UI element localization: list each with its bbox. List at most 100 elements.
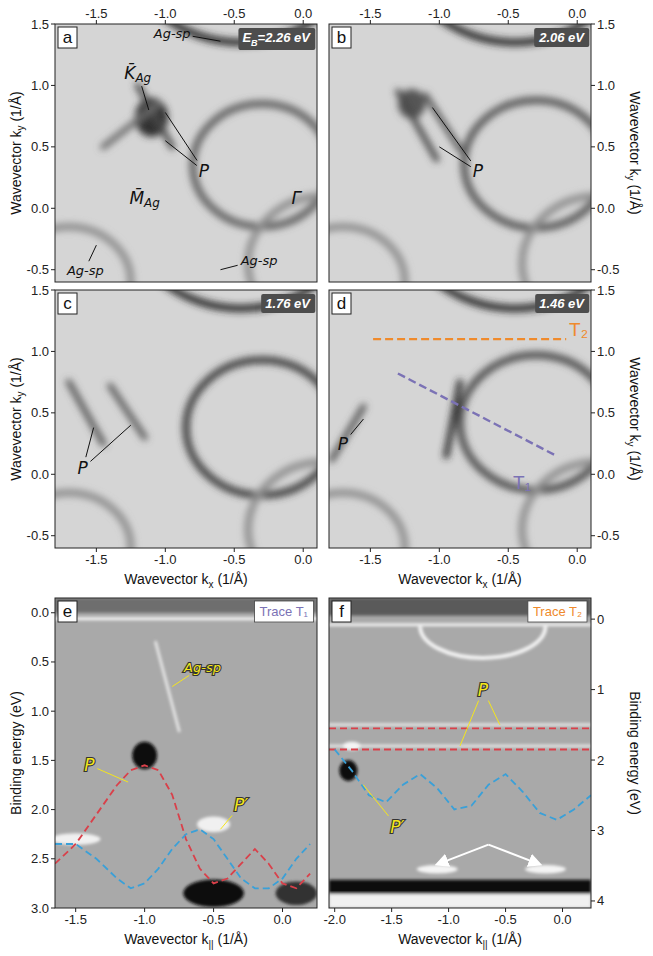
annotation-label: P <box>84 755 95 775</box>
plot-frame <box>55 290 317 548</box>
intensity-band <box>329 880 591 894</box>
x-axis-title: Wavevector kx (1/Å) <box>398 571 522 590</box>
annotation-label: P <box>338 434 349 454</box>
text-run: (1/Å) <box>8 357 24 391</box>
trace-line <box>373 338 566 340</box>
y-tick <box>51 474 55 475</box>
annotations: P <box>432 108 483 182</box>
leader-line <box>86 428 94 458</box>
text-run: P′ <box>234 795 248 815</box>
arrow <box>488 845 539 865</box>
text-run: (1/Å) <box>214 571 248 587</box>
band-contour <box>248 196 317 282</box>
panel-letter: a <box>63 28 73 47</box>
x-tick-label: -0.5 <box>497 6 519 21</box>
image-features <box>55 290 317 548</box>
x-axis-title: Wavevector k|| (1/Å) <box>398 931 522 950</box>
text-run: Trace T₁ <box>260 604 309 619</box>
energy-label-ground <box>535 294 589 313</box>
y-tick-label: 1.0 <box>597 344 615 359</box>
x-tick-label: -1.0 <box>154 6 176 21</box>
y-tick-label: 0.0 <box>31 605 49 620</box>
intensity-band <box>329 894 591 908</box>
band-contour <box>329 493 405 548</box>
y-tick-label: 3 <box>597 823 604 838</box>
y-tick <box>51 711 55 712</box>
y-tick-label: -0.5 <box>27 262 49 277</box>
energy-label-ground <box>261 294 315 313</box>
leader-line <box>165 141 196 166</box>
y-tick <box>51 351 55 352</box>
x-tick-label: 0.0 <box>294 552 312 567</box>
text-run: Wavevector k <box>398 571 483 587</box>
text-run: (1/Å) <box>627 181 643 215</box>
y-tick <box>591 85 595 86</box>
text-run: Wavevector k <box>8 395 24 480</box>
band-line <box>329 623 591 626</box>
y-tick-label: 1.5 <box>597 17 615 32</box>
panel: -1.5-1.0-0.50.0-0.50.00.51.01.5Wavevecto… <box>281 0 653 337</box>
plot-background <box>55 24 317 282</box>
leader-line <box>90 425 130 461</box>
y-tick-label: 1.5 <box>31 753 49 768</box>
band-contour <box>460 355 591 490</box>
x-tick-label: -1.0 <box>154 552 176 567</box>
series-line <box>55 829 310 888</box>
trace-line <box>398 374 557 456</box>
y-tick <box>591 760 595 761</box>
text-run: Ag-sp <box>183 659 221 674</box>
band-contour <box>464 100 591 228</box>
annotation-label: P′ <box>234 795 248 815</box>
leader-line <box>97 769 128 782</box>
energy-label: 1.46 eV <box>539 296 585 311</box>
annotation-label: Ag-sp <box>153 25 191 40</box>
x-axis-title: Wavevector kx (1/Å) <box>124 571 248 590</box>
text-run: Binding energy (eV) <box>627 691 643 815</box>
leader-line <box>193 36 221 41</box>
overlay-marks <box>373 339 566 456</box>
y-axis-title: Wavevector ky (1/Å) <box>8 357 26 481</box>
image-features <box>329 290 591 548</box>
band-contour <box>522 196 591 282</box>
figure: -1.5-1.0-0.50.0-0.50.00.51.01.5Wavevecto… <box>0 0 653 956</box>
x-tick-label: -0.5 <box>202 912 224 927</box>
y-tick <box>591 290 595 291</box>
energy-label-ground <box>238 28 315 50</box>
band-contour <box>522 462 591 548</box>
text-run: Wavevector k <box>8 129 24 214</box>
y-tick-label: 2.5 <box>31 851 49 866</box>
text-run: Γ̄ <box>292 188 303 208</box>
y-axis-title: Wavevector ky (1/Å) <box>626 91 644 215</box>
panel-letter: c <box>63 294 72 313</box>
plot-frame <box>55 24 317 282</box>
panel-letter-box <box>332 27 351 48</box>
text-run: Ag-sp <box>66 262 104 277</box>
panel-letter: d <box>337 294 346 313</box>
energy-label: 1.76 eV <box>265 296 311 311</box>
band-contour <box>329 227 405 282</box>
annotation-label: P′ <box>390 817 404 837</box>
plot-area <box>55 598 317 907</box>
x-tick-label: 0.0 <box>568 6 586 21</box>
y-tick <box>51 535 55 536</box>
panel-letter-box <box>58 27 77 48</box>
plot-frame <box>329 598 591 908</box>
annotation-label: Ag-sp <box>183 659 221 674</box>
text-run: Ag-sp <box>240 252 278 267</box>
intensity-spot <box>417 865 458 873</box>
y-tick-label: -0.5 <box>597 528 619 543</box>
y-tick-label: 1.0 <box>31 344 49 359</box>
panel-letter: f <box>339 602 344 621</box>
y-tick-label: 1.5 <box>31 283 49 298</box>
x-tick-label: -1.0 <box>428 552 450 567</box>
text-run: P <box>199 161 210 181</box>
x-tick-label: 0.0 <box>553 912 571 927</box>
arrow <box>437 845 488 865</box>
y-tick <box>51 809 55 810</box>
leader-line <box>142 86 149 110</box>
text-run: (1/Å) <box>214 931 248 947</box>
y-tick-label: -0.5 <box>597 262 619 277</box>
text-run: (1/Å) <box>488 571 522 587</box>
y-tick-label: 1.0 <box>31 78 49 93</box>
trace-label: T₁ <box>513 472 531 493</box>
